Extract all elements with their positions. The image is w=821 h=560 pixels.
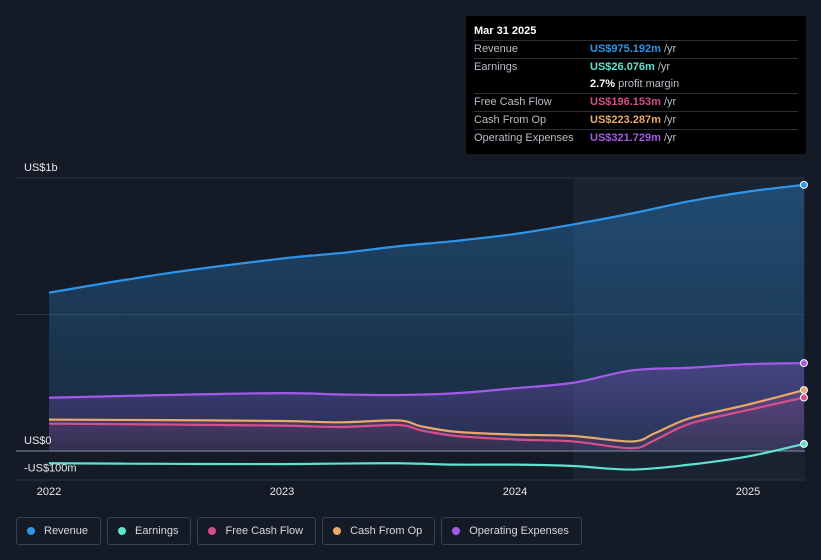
tooltip-row-value: 2.7% <box>590 78 616 90</box>
tooltip-row-name: Free Cash Flow <box>474 96 552 108</box>
tooltip-row-name: Earnings <box>474 61 518 73</box>
tooltip-row-unit: /yr <box>663 43 677 55</box>
revenue-endpoint[interactable] <box>799 180 808 189</box>
tooltip-row: Earnings US$26.076m/yr <box>474 58 798 76</box>
operating-expenses-line <box>48 361 804 399</box>
x-tick-label: 2022 <box>37 486 61 498</box>
tooltip-row-unit: /yr <box>663 96 677 108</box>
tooltip-row-value: US$26.076m <box>590 61 655 73</box>
legend-dot-icon <box>208 527 217 535</box>
tooltip-row-name <box>474 76 590 93</box>
legend-dot-icon <box>333 527 342 535</box>
y-axis-label: US$1b <box>24 162 58 174</box>
tooltip-rows: Revenue US$975.192m/yr Earnings US$26.076m /… <box>474 40 798 147</box>
legend-label: Earnings <box>135 525 179 537</box>
legend-item-free-cash-flow[interactable]: Free Cash Flow <box>197 517 317 545</box>
tooltip-row-unit: /yr <box>663 114 677 126</box>
y-axis-label: US$0 <box>24 435 52 447</box>
legend-label: Revenue <box>44 525 89 537</box>
tooltip-row-value: US$223.287m <box>590 114 661 126</box>
series-endpoints <box>799 180 808 448</box>
legend-item-revenue[interactable]: Revenue <box>16 517 102 545</box>
legend-dot-icon <box>27 527 35 535</box>
series-areas <box>49 184 804 451</box>
x-tick-label: 2024 <box>503 486 527 498</box>
x-tick-label: 2025 <box>736 486 760 498</box>
cash-from-op-endpoint[interactable] <box>799 386 808 395</box>
free-cash-flow-endpoint[interactable] <box>799 393 808 402</box>
earnings-line <box>48 442 805 471</box>
tooltip-row: Revenue US$975.192m/yr <box>474 40 798 58</box>
tooltip-row-unit: /yr <box>657 61 671 73</box>
tooltip-row: Cash From Op US$223.287m/yr <box>474 111 798 129</box>
tooltip-row-unit: /yr <box>663 132 677 144</box>
tooltip-row-name: Cash From Op <box>474 114 547 126</box>
free-cash-flow-line <box>48 396 805 450</box>
tooltip-row-value: US$975.192m <box>590 43 661 55</box>
y-axis-label: -US$100m <box>24 462 77 474</box>
legend-item-cash-from-op[interactable]: Cash From Op <box>322 517 436 545</box>
cash-from-op-line <box>48 389 805 443</box>
legend-item-operating-expenses[interactable]: Operating Expenses <box>441 517 582 545</box>
x-tick-label: 2023 <box>270 486 294 498</box>
tooltip-row: 2.7% profit margin <box>474 76 798 93</box>
y-axis-labels: US$1b US$0 -US$100m <box>24 162 77 474</box>
operating-expenses-area <box>49 363 804 451</box>
legend-label: Free Cash Flow <box>225 525 304 537</box>
legend-dot-icon <box>452 527 461 535</box>
tooltip-row: Free Cash Flow US$196.153m/yr <box>474 93 798 111</box>
revenue-line <box>48 183 805 294</box>
tooltip-row-name: Operating Expenses <box>474 132 574 144</box>
legend-dot-icon <box>118 527 127 535</box>
earnings-endpoint[interactable] <box>799 439 808 448</box>
x-axis-labels: 2022 2023 2024 2025 <box>37 486 760 498</box>
legend-item-earnings[interactable]: Earnings <box>107 517 192 545</box>
tooltip-row-value: US$321.729m <box>590 132 661 144</box>
tooltip-row-name: Revenue <box>474 43 519 55</box>
tooltip-row-unit: profit margin <box>618 78 680 90</box>
tooltip-row: Operating Expenses US$321.729m/yr <box>474 129 798 147</box>
legend: Revenue Earnings Free Cash Flow Cash From O… <box>16 517 582 547</box>
series-lines <box>48 183 805 471</box>
legend-label: Operating Expenses <box>469 525 569 537</box>
tooltip: Mar 31 2025 Revenue US$975.192m/yr Earning… <box>466 16 806 154</box>
tooltip-row-value: US$196.153m <box>590 96 661 108</box>
legend-label: Cash From Op <box>350 525 423 537</box>
tooltip-date: Mar 31 2025 <box>474 25 537 37</box>
operating-expenses-endpoint[interactable] <box>799 359 808 368</box>
